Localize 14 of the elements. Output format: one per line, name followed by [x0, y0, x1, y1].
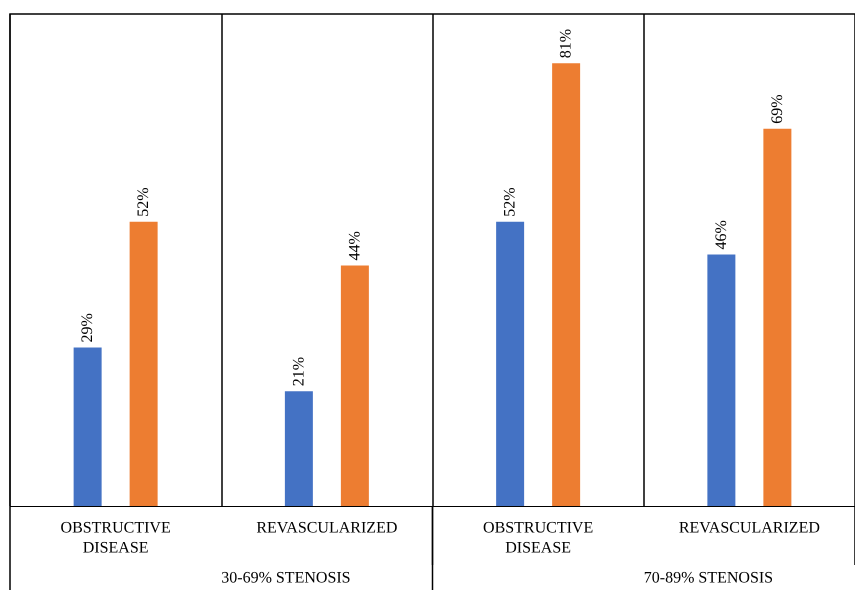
data-label: 69% — [768, 94, 786, 124]
x-tick-label: REVASCULARIZED — [678, 520, 820, 536]
data-label: 81% — [558, 28, 575, 58]
data-label: 29% — [79, 313, 96, 342]
data-label: 52% — [502, 187, 519, 217]
x-tick-label: REVASCULARIZED — [256, 520, 398, 536]
data-label: 44% — [346, 231, 364, 260]
text: 70-89% STENOSIS — [644, 570, 774, 586]
x-tick-label: OBSTRUCTIVE DISEASE — [60, 520, 171, 556]
x-tick-label: OBSTRUCTIVE DISEASE — [483, 520, 594, 556]
data-label: 46% — [712, 220, 730, 250]
data-label: 21% — [290, 356, 308, 386]
text: 30-69% STENOSIS — [221, 570, 351, 586]
data-label: 52% — [135, 187, 152, 217]
